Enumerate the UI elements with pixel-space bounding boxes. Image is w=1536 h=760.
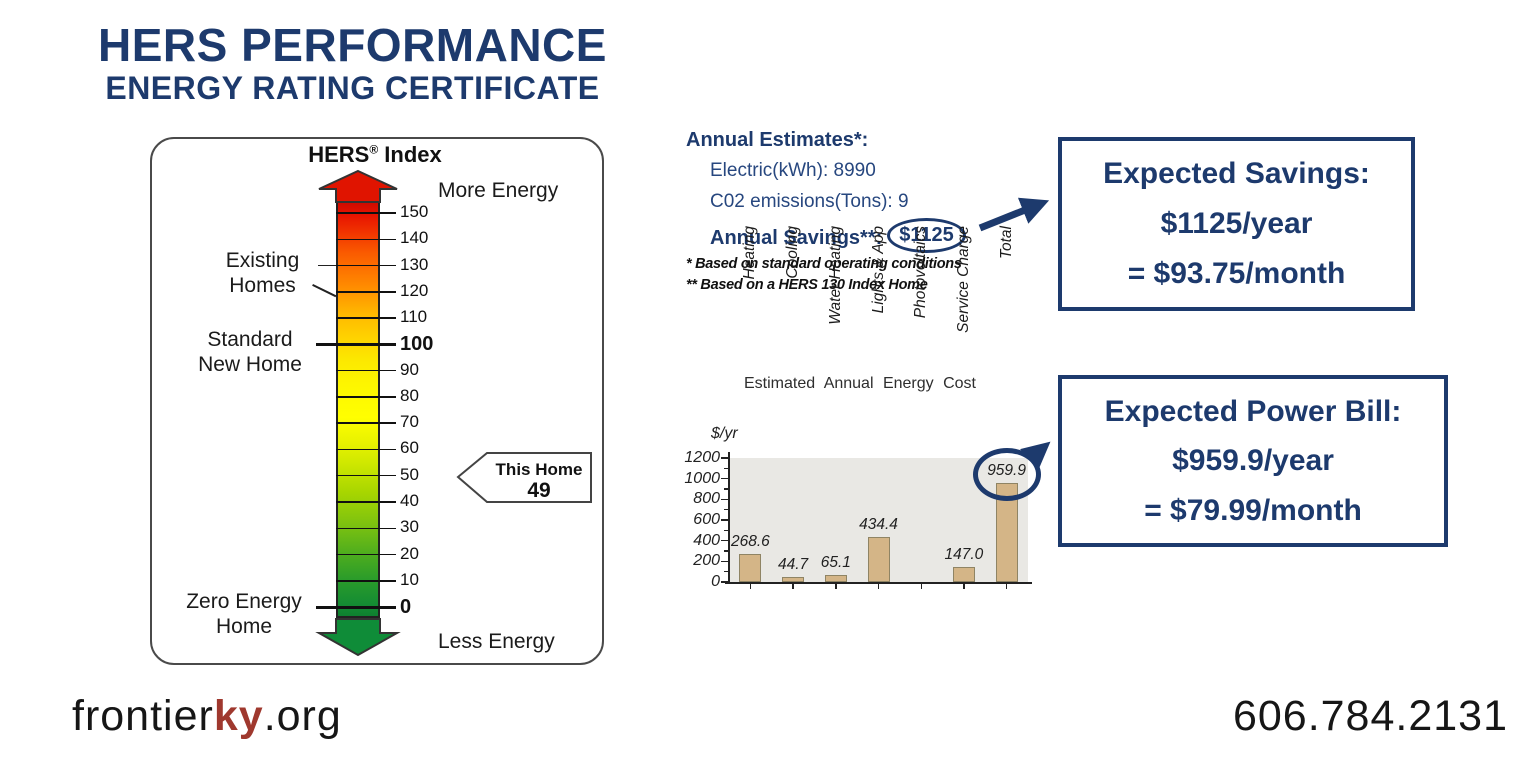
y-tick-label: 0 <box>711 573 720 590</box>
y-tick <box>721 498 729 501</box>
electric-value: 8990 <box>833 160 876 181</box>
y-tick-label: 1200 <box>684 449 720 466</box>
chart-x-axis <box>725 582 1032 584</box>
co2-value: 9 <box>897 191 909 212</box>
gauge-title: HERS® Index <box>250 142 500 168</box>
site-prefix: frontier <box>72 692 214 740</box>
site-ky: ky <box>213 692 264 740</box>
y-tick <box>721 457 729 459</box>
chart-plot-area <box>730 458 1028 582</box>
bar-value-label: 268.6 <box>730 533 770 551</box>
bar-water-heating <box>824 575 847 582</box>
y-minor-tick <box>724 550 729 552</box>
annual-savings-line: Annual Savings**: $1125 <box>710 218 966 256</box>
page-subtitle: ENERGY RATING CERTIFICATE <box>105 70 600 106</box>
expected-savings-title: Expected Savings: <box>1103 157 1370 190</box>
existing-homes-line2: Homes <box>229 274 296 297</box>
co2-label: C02 emissions(Tons): <box>710 191 893 212</box>
x-tick <box>920 584 922 589</box>
more-energy-label: More Energy <box>438 179 559 202</box>
y-minor-tick <box>724 508 729 511</box>
expected-savings-box: Expected Savings: $1125/year = $93.75/mo… <box>1058 137 1415 311</box>
less-energy-label: Less Energy <box>438 630 555 653</box>
annual-savings-value-circled: $1125 <box>887 218 966 253</box>
phone-number: 606.784.2131 <box>1232 692 1508 740</box>
bar-cooling <box>782 577 805 582</box>
electric-line: Electric(kWh): 8990 <box>710 160 876 182</box>
bar-value-label: 147.0 <box>944 545 984 563</box>
standard-new-home-label: Standard New Home <box>185 327 315 377</box>
zero-energy-home-label: Zero Energy Home <box>170 589 318 639</box>
standard-line1: Standard <box>207 328 293 351</box>
y-tick-label: 1000 <box>684 469 720 487</box>
x-category-label: Total <box>997 226 1015 260</box>
x-tick <box>835 584 837 589</box>
y-minor-tick <box>724 570 729 573</box>
savings-callout-arrow-icon <box>978 197 1050 232</box>
site-suffix: .org <box>263 692 342 740</box>
expected-savings-yearly: $1125/year <box>1160 207 1313 240</box>
bar-value-label: 434.4 <box>859 516 898 534</box>
y-minor-tick <box>724 529 729 532</box>
y-tick-label: 200 <box>693 552 720 570</box>
y-tick <box>721 519 729 521</box>
power-callout-arrow-icon <box>1020 441 1051 471</box>
annual-savings-label: Annual Savings**: <box>710 227 883 249</box>
bar-service-charge <box>952 566 975 582</box>
zero-energy-line2: Home <box>215 615 273 638</box>
x-tick <box>749 584 752 589</box>
chart-y-axis <box>728 452 730 583</box>
expected-power-bill-yearly: $959.9/year <box>1172 444 1334 477</box>
standard-line2: New Home <box>198 353 302 376</box>
y-minor-tick <box>724 467 729 470</box>
bar-value-label: 44.7 <box>778 556 809 574</box>
expected-power-bill-box: Expected Power Bill: $959.9/year = $79.9… <box>1058 375 1448 547</box>
x-tick <box>1005 584 1008 589</box>
expected-power-bill-title: Expected Power Bill: <box>1104 394 1402 428</box>
y-tick <box>721 477 729 480</box>
y-tick-label: 800 <box>693 490 720 508</box>
footnote-2: ** Based on a HERS 130 Index Home <box>686 277 928 293</box>
y-tick-label: 400 <box>693 531 720 549</box>
total-highlight-ellipse <box>972 447 1041 501</box>
y-tick <box>721 581 729 583</box>
y-tick <box>721 560 729 563</box>
bar-heating <box>739 554 762 582</box>
footnote-1: * Based on standard operating conditions <box>686 256 962 272</box>
registered-mark: ® <box>369 142 379 157</box>
x-tick <box>792 584 794 589</box>
expected-power-bill-monthly: = $79.99/month <box>1144 493 1362 527</box>
x-tick <box>877 584 880 589</box>
existing-homes-label: Existing Homes <box>205 248 320 298</box>
y-tick-label: 600 <box>693 511 720 528</box>
existing-homes-line1: Existing <box>225 249 300 272</box>
bar-lights-app <box>867 537 890 582</box>
website-url: frontierky.org <box>72 692 342 741</box>
co2-line: C02 emissions(Tons): 9 <box>710 191 909 213</box>
y-minor-tick <box>724 488 729 490</box>
expected-savings-monthly: = $93.75/month <box>1127 257 1346 290</box>
zero-energy-line1: Zero Energy <box>186 590 302 613</box>
annual-estimates-heading: Annual Estimates*: <box>686 129 869 151</box>
chart-y-axis-label: $/yr <box>711 425 738 442</box>
chart-title: Estimated Annual Energy Cost <box>743 375 976 392</box>
bar-value-label: 65.1 <box>820 554 851 572</box>
gauge-title-rest: Index <box>378 142 442 167</box>
hers-gradient-bar <box>336 201 380 618</box>
gauge-title-main: HERS <box>308 142 370 167</box>
existing-homes-leader-line <box>318 264 336 266</box>
bar-value-label: 959.9 <box>987 461 1026 479</box>
y-tick <box>721 539 729 542</box>
page-title: HERS PERFORMANCE <box>98 19 607 71</box>
bar-total <box>995 482 1018 582</box>
electric-label: Electric(kWh): <box>710 160 829 181</box>
x-tick <box>963 584 965 589</box>
